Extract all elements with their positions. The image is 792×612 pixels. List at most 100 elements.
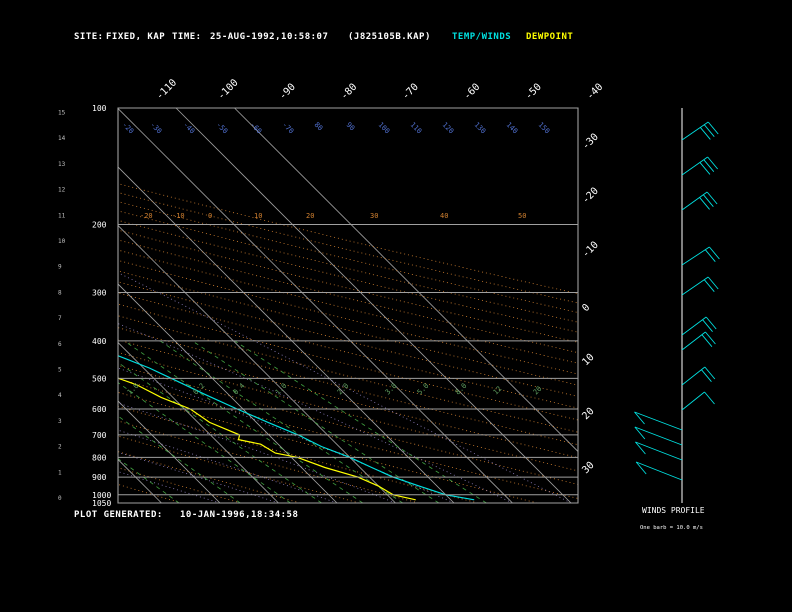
isotherm — [118, 108, 513, 503]
wind-barb-shaft — [634, 411, 683, 431]
wind-barb-flag — [704, 366, 716, 380]
adiabat-label-top: 120 — [441, 121, 456, 136]
pressure-tick-label: 700 — [92, 431, 107, 440]
wind-barb-shaft — [681, 331, 706, 351]
temperature-line — [118, 355, 475, 501]
wind-profile-panel: WINDS PROFILE One barb = 10.0 m/s — [634, 108, 720, 531]
isotherm — [118, 458, 162, 503]
adiabat-label: 0 — [208, 212, 212, 220]
wind-barb-shaft — [634, 426, 683, 446]
adiabat-label: 40 — [440, 212, 448, 220]
adiabat-label-top: 90 — [345, 121, 357, 133]
mixing-ratio-line — [192, 340, 440, 503]
temp-tick-right: 30 — [580, 460, 596, 476]
temp-tick-right: 0 — [580, 302, 592, 314]
temp-tick-right: -30 — [580, 132, 601, 153]
pressure-tick-label: 1050 — [92, 499, 111, 508]
adiabat-label-top: -30 — [149, 121, 164, 136]
adiabat-label-top: 100 — [377, 121, 392, 136]
plot-frame — [117, 107, 579, 504]
wind-barb-shaft — [681, 246, 710, 266]
temp-tick-right: 20 — [580, 406, 596, 422]
dry-adiabat — [118, 391, 538, 503]
dry-adiabat — [118, 364, 578, 485]
height-tick-label: 12 — [58, 187, 66, 194]
moist-adiabat — [118, 471, 221, 503]
mixing-ratio-line — [118, 382, 291, 503]
wind-barb-flag — [704, 391, 715, 405]
wind-barb-flag — [707, 276, 719, 290]
wind-barb-shaft — [681, 156, 708, 176]
dry-adiabat — [118, 327, 578, 446]
adiabat-label: -10 — [172, 212, 185, 220]
isotherm — [118, 400, 221, 503]
temp-tick-right: 10 — [580, 352, 596, 368]
wind-barb-flag — [702, 319, 713, 332]
dew-legend: DEWPOINT — [526, 32, 574, 42]
wind-barb-flag — [635, 441, 646, 455]
wind-barb-shaft — [636, 461, 683, 481]
wind-barb-flag — [706, 191, 718, 205]
pressure-tick-label: 1000 — [92, 491, 111, 500]
mixing-ratio-label: 0.4 — [232, 382, 247, 397]
mixing-ratio-label: 1.0 — [126, 382, 141, 397]
wind-barb-flag — [634, 411, 645, 425]
wind-barb-shaft — [681, 391, 705, 411]
moist-adiabat — [118, 323, 513, 503]
dry-adiabat — [118, 378, 578, 499]
dry-adiabat — [118, 352, 578, 472]
wind-barb-flag — [705, 316, 717, 330]
mixing-ratio-line — [159, 340, 404, 503]
wind-barb-shaft — [635, 441, 683, 461]
adiabat-label-top: -50 — [215, 121, 230, 136]
file-id: (J825105B.KAP) — [348, 32, 431, 42]
moist-adiabat — [118, 367, 455, 503]
wind-barb-shaft — [681, 366, 706, 386]
temp-tick-top: -50 — [523, 82, 544, 103]
wind-barb-flag — [703, 124, 715, 137]
height-tick-label: 5 — [58, 367, 62, 374]
height-tick-label: 0 — [58, 495, 62, 502]
pressure-tick-label: 200 — [92, 220, 107, 229]
wind-profile-note: One barb = 10.0 m/s — [640, 525, 703, 531]
wind-barb-shaft — [681, 276, 709, 296]
temp-tick-top: -100 — [216, 77, 241, 102]
wind-barb-flag — [635, 461, 647, 475]
adiabat-label: -20 — [140, 212, 153, 220]
mixing-ratio-label: 12 — [492, 385, 504, 397]
pressure-tick-label: 600 — [92, 405, 107, 414]
adiabat-label-top: -70 — [281, 121, 296, 136]
adiabat-label-top: -40 — [182, 121, 197, 136]
wind-barb-flag — [704, 249, 716, 262]
pressure-tick-label: 100 — [92, 104, 107, 113]
pressure-tick-label: 400 — [92, 337, 107, 346]
time-value: 25-AUG-1992,10:58:07 — [210, 32, 329, 42]
wind-barb-flag — [703, 279, 715, 292]
mixing-ratio-line — [234, 340, 487, 503]
dry-adiabat — [118, 219, 578, 333]
height-tick-label: 9 — [58, 264, 62, 271]
adiabat-label-top: -60 — [249, 121, 264, 136]
adiabat-label: 50 — [518, 212, 526, 220]
adiabat-label: 30 — [370, 212, 378, 220]
height-tick-label: 3 — [58, 418, 62, 425]
mixing-ratio-label: 20 — [532, 385, 544, 397]
height-tick-label: 2 — [58, 444, 62, 451]
mixing-ratio-line — [124, 340, 364, 503]
adiabat-label-top: 110 — [409, 121, 424, 136]
adiabat-label: 20 — [306, 212, 314, 220]
dry-adiabat — [118, 339, 578, 459]
isotherm — [118, 224, 396, 503]
height-tick-label: 4 — [58, 392, 62, 399]
wind-barb-flag — [703, 194, 714, 207]
isotherm — [118, 166, 455, 503]
height-tick-label: 6 — [58, 341, 62, 348]
site-label: SITE: — [74, 32, 104, 42]
generated-label: PLOT GENERATED: — [74, 510, 163, 520]
adiabat-label-top: 130 — [473, 121, 488, 136]
height-tick-label: 13 — [58, 161, 66, 168]
wind-profile-title: WINDS PROFILE — [642, 506, 705, 515]
isotherm — [118, 283, 338, 503]
adiabat-label-top: 80 — [313, 121, 325, 133]
